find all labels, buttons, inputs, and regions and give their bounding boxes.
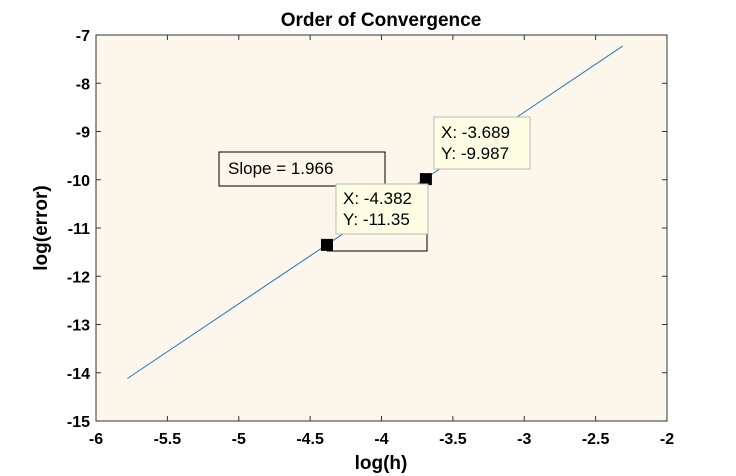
- datatip-2-y: Y: -9.987: [441, 144, 509, 163]
- datatip-marker: [320, 238, 333, 251]
- datatip-1-y: Y: -11.35: [343, 210, 410, 229]
- datatip-marker: [419, 173, 432, 186]
- x-tick-label: -2.5: [582, 431, 610, 448]
- x-axis-label: log(h): [355, 453, 408, 474]
- slope-annotation-box: Slope = 1.966: [218, 151, 386, 187]
- x-tick-label: -4.5: [296, 431, 324, 448]
- x-tick-label: -2: [660, 431, 674, 448]
- y-tick-label: -9: [76, 125, 90, 142]
- slope-annotation-text: Slope = 1.966: [228, 159, 333, 178]
- x-tick-label: -5.5: [154, 431, 182, 448]
- datatip-box-2: X: -3.689 Y: -9.987: [433, 116, 531, 170]
- y-tick-label: -14: [67, 366, 90, 383]
- datatip-box-1: X: -4.382 Y: -11.35: [335, 183, 429, 235]
- x-tick-label: -3: [517, 431, 531, 448]
- y-axis-label: log(error): [31, 185, 52, 271]
- y-tick-label: -8: [76, 76, 90, 93]
- y-tick-label: -11: [68, 221, 90, 238]
- chart-title: Order of Convergence: [281, 10, 482, 31]
- x-tick-label: -4: [374, 431, 388, 448]
- x-tick-label: -3.5: [439, 431, 467, 448]
- x-tick-label: -5: [232, 431, 246, 448]
- datatip-markers: [320, 173, 432, 251]
- y-tick-label: -12: [67, 269, 90, 286]
- axis-ticks: -6 -5.5 -5 -4.5 -4 -3.5 -3 -2.5 -2 -15 -14 -13 -12 -1…: [67, 28, 674, 448]
- y-tick-label: -7: [76, 28, 90, 45]
- y-tick-label: -10: [67, 173, 90, 190]
- datatip-2-x: X: -3.689: [441, 123, 510, 142]
- y-tick-label: -15: [67, 414, 90, 431]
- x-tick-label: -6: [89, 431, 103, 448]
- y-tick-label: -13: [67, 318, 90, 335]
- datatip-1-x: X: -4.382: [343, 189, 412, 208]
